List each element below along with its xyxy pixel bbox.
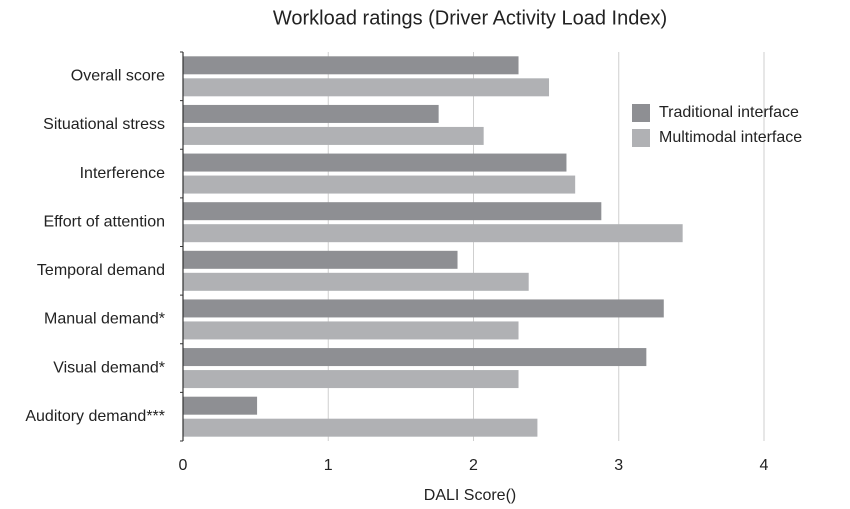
y-tick-label: Temporal demand (37, 262, 165, 279)
bar (183, 153, 567, 172)
x-tick-label: 2 (469, 457, 478, 474)
y-tick-label: Manual demand* (44, 311, 165, 328)
legend-swatch (632, 129, 650, 147)
x-tick-label: 1 (324, 457, 333, 474)
bar (183, 299, 664, 318)
bar (183, 370, 519, 389)
legend-label: Multimodal interface (659, 129, 802, 146)
y-tick-label: Visual demand* (53, 359, 165, 376)
bar (183, 175, 576, 194)
bar (183, 224, 683, 243)
bar (183, 78, 550, 97)
legend-label: Traditional interface (659, 104, 799, 121)
y-tick-label: Interference (80, 165, 165, 182)
x-tick-label: 0 (179, 457, 188, 474)
legend-swatch (632, 104, 650, 122)
y-tick-label: Effort of attention (43, 213, 165, 230)
bar (183, 272, 529, 291)
bar (183, 126, 484, 145)
bar (183, 396, 258, 415)
bar (183, 250, 458, 269)
bar (183, 321, 519, 340)
x-tick-label: 4 (760, 457, 769, 474)
bar (183, 348, 647, 367)
bar (183, 202, 602, 221)
chart-title: Workload ratings (Driver Activity Load I… (273, 7, 667, 29)
x-axis-label: DALI Score() (424, 487, 516, 504)
y-tick-label: Situational stress (43, 116, 165, 133)
y-tick-label: Auditory demand*** (25, 408, 165, 425)
x-tick-label: 3 (614, 457, 623, 474)
bar (183, 418, 538, 437)
bar (183, 56, 519, 75)
y-tick-label: Overall score (71, 68, 165, 85)
bar (183, 104, 439, 123)
